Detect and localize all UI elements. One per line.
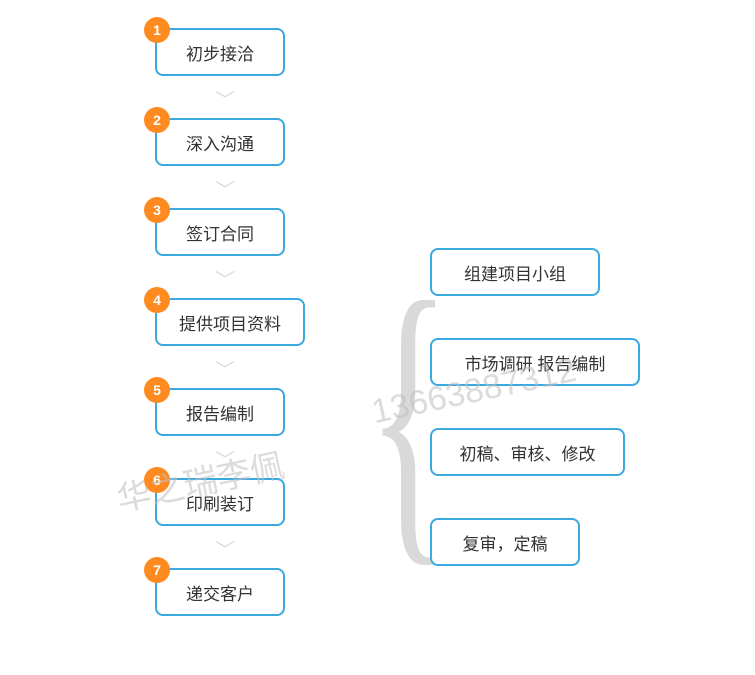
step-6-label: 印刷装订 [186,490,254,515]
right-step-3-label: 初稿、审核、修改 [460,440,596,465]
right-step-2-label: 市场调研 报告编制 [465,350,606,375]
right-step-3: 初稿、审核、修改 [430,428,625,476]
arrow-down-icon: ﹀ [215,355,235,381]
badge-6: 6 [144,467,170,493]
flowchart-canvas: 1 初步接洽 2 深入沟通 3 签订合同 4 提供项目资料 5 报告编制 6 印… [0,0,755,675]
step-7: 7 递交客户 [155,568,285,616]
badge-4: 4 [144,287,170,313]
right-step-1: 组建项目小组 [430,248,600,296]
arrow-down-icon: ﹀ [215,535,235,561]
step-2-label: 深入沟通 [186,130,254,155]
step-5: 5 报告编制 [155,388,285,436]
arrow-down-icon: ﹀ [215,175,235,201]
step-3-label: 签订合同 [186,220,254,245]
step-5-label: 报告编制 [186,400,254,425]
badge-2: 2 [144,107,170,133]
arrow-down-icon: ﹀ [215,445,235,471]
badge-5: 5 [144,377,170,403]
arrow-down-icon: ﹀ [215,265,235,291]
step-7-label: 递交客户 [186,580,254,605]
step-3: 3 签订合同 [155,208,285,256]
right-step-4: 复审，定稿 [430,518,580,566]
right-step-2: 市场调研 报告编制 [430,338,640,386]
right-step-4-label: 复审，定稿 [463,530,548,555]
badge-7: 7 [144,557,170,583]
step-4: 4 提供项目资料 [155,298,305,346]
badge-1: 1 [144,17,170,43]
step-6: 6 印刷装订 [155,478,285,526]
arrow-down-icon: ﹀ [215,85,235,111]
step-1: 1 初步接洽 [155,28,285,76]
step-2: 2 深入沟通 [155,118,285,166]
step-4-label: 提供项目资料 [179,310,281,335]
badge-3: 3 [144,197,170,223]
right-step-1-label: 组建项目小组 [464,260,566,285]
step-1-label: 初步接洽 [186,40,254,65]
